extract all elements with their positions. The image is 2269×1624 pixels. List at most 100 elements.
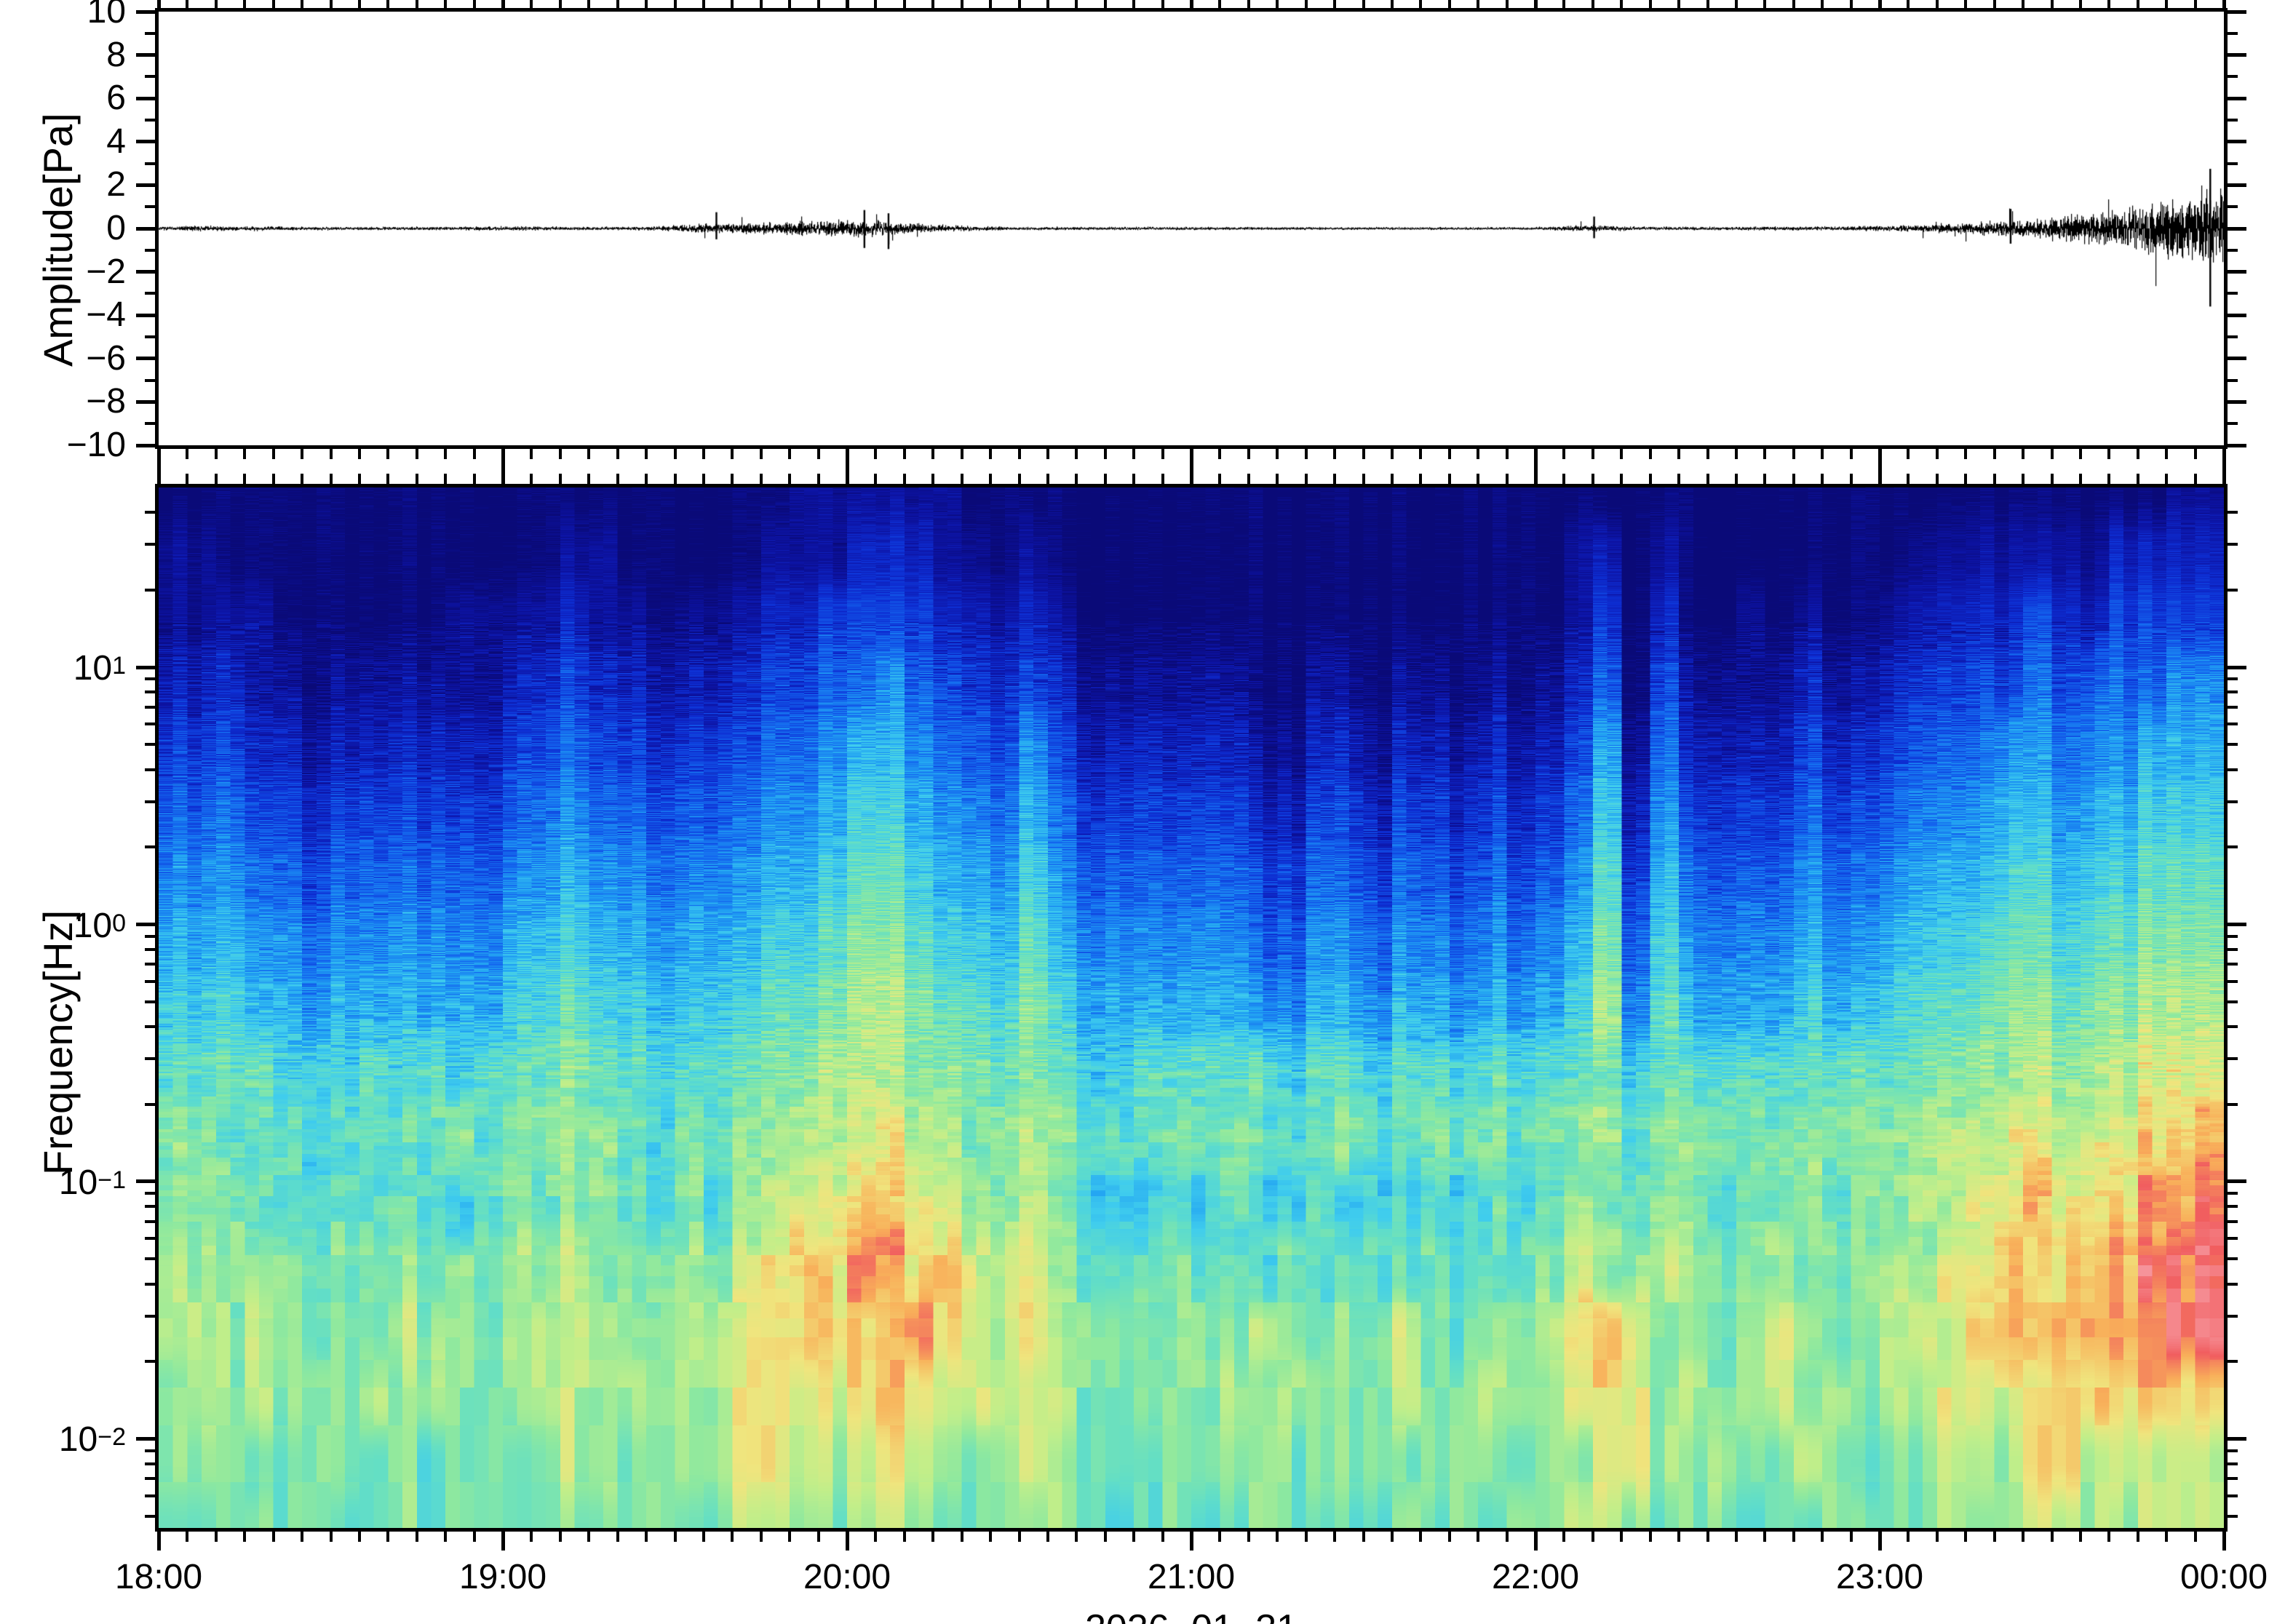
axis-tick — [1706, 474, 1709, 484]
axis-tick — [2078, 474, 2082, 484]
axis-tick — [301, 1532, 304, 1542]
axis-tick — [2228, 1257, 2238, 1261]
axis-tick — [1734, 0, 1738, 8]
axis-tick — [816, 474, 820, 484]
axis-tick — [329, 1532, 333, 1542]
axis-tick — [1964, 0, 1968, 8]
axis-tick — [214, 474, 218, 484]
axis-tick — [243, 0, 247, 8]
waveform-y-tick-label: −4 — [86, 295, 126, 335]
axis-tick — [558, 0, 562, 8]
axis-tick — [989, 0, 993, 8]
axis-tick — [2228, 1219, 2238, 1223]
axis-tick — [874, 0, 878, 8]
axis-tick — [1877, 465, 1882, 484]
axis-tick — [2228, 357, 2246, 361]
axis-tick — [2165, 1532, 2169, 1542]
axis-tick — [1362, 1532, 1365, 1542]
axis-tick — [1992, 1532, 1996, 1542]
axis-tick — [702, 1532, 705, 1542]
axis-tick — [1304, 449, 1308, 459]
axis-tick — [271, 474, 275, 484]
axis-tick — [357, 0, 361, 8]
axis-tick — [1276, 474, 1279, 484]
axis-tick — [2228, 1282, 2238, 1286]
axis-tick — [136, 399, 155, 404]
axis-tick — [329, 0, 333, 8]
axis-tick — [1620, 0, 1624, 8]
axis-tick — [989, 1532, 993, 1542]
axis-tick — [1362, 474, 1365, 484]
axis-tick — [136, 1436, 155, 1441]
axis-tick — [1505, 474, 1509, 484]
axis-tick — [145, 1462, 155, 1465]
axis-tick — [731, 449, 734, 459]
axis-tick — [145, 705, 155, 709]
axis-tick — [2228, 665, 2246, 669]
axis-tick — [156, 449, 161, 468]
axis-tick — [1333, 474, 1337, 484]
axis-tick — [444, 474, 448, 484]
axis-tick — [1505, 0, 1509, 8]
axis-tick — [645, 449, 648, 459]
axis-tick — [1792, 0, 1795, 8]
axis-tick — [145, 205, 155, 209]
axis-tick — [145, 31, 155, 35]
axis-tick — [136, 443, 155, 447]
axis-tick — [1046, 449, 1049, 459]
axis-tick — [1046, 474, 1049, 484]
axis-tick — [616, 0, 619, 8]
axis-tick — [1821, 449, 1824, 459]
axis-tick — [2136, 0, 2139, 8]
axis-tick — [1132, 474, 1136, 484]
axis-tick — [1763, 0, 1767, 8]
axis-tick — [788, 1532, 792, 1542]
axis-tick — [1849, 449, 1853, 459]
waveform-y-tick-label: −6 — [86, 338, 126, 378]
axis-tick — [145, 1000, 155, 1003]
axis-tick — [1706, 0, 1709, 8]
axis-tick — [2228, 947, 2238, 951]
axis-tick — [989, 474, 993, 484]
axis-tick — [145, 119, 155, 122]
axis-tick — [1763, 1532, 1767, 1542]
axis-tick — [1792, 1532, 1795, 1542]
axis-tick — [1247, 1532, 1250, 1542]
axis-tick — [788, 474, 792, 484]
axis-tick — [2193, 449, 2197, 459]
axis-tick — [145, 800, 155, 803]
axis-tick — [1390, 474, 1394, 484]
axis-tick — [1390, 449, 1394, 459]
axis-tick — [1103, 474, 1107, 484]
axis-tick — [558, 474, 562, 484]
axis-tick — [415, 449, 418, 459]
axis-tick — [301, 449, 304, 459]
axis-tick — [145, 248, 155, 252]
axis-tick — [1734, 449, 1738, 459]
axis-tick — [136, 183, 155, 187]
axis-tick — [156, 465, 161, 484]
axis-tick — [1132, 1532, 1136, 1542]
waveform-y-tick-label: 6 — [106, 79, 126, 118]
axis-tick — [145, 292, 155, 295]
axis-tick — [2228, 162, 2238, 165]
axis-tick — [2107, 474, 2111, 484]
spectrogram-y-tick-label: 101 — [73, 649, 126, 688]
axis-tick — [731, 0, 734, 8]
axis-tick — [1276, 1532, 1279, 1542]
axis-tick — [2050, 1532, 2054, 1542]
axis-tick — [2136, 449, 2139, 459]
axis-tick — [136, 923, 155, 926]
axis-tick — [2228, 690, 2238, 694]
axis-tick — [1677, 474, 1681, 484]
axis-tick — [1218, 1532, 1222, 1542]
axis-tick — [1132, 449, 1136, 459]
axis-tick — [845, 0, 849, 8]
axis-tick — [788, 449, 792, 459]
axis-tick — [1017, 474, 1021, 484]
axis-tick — [587, 0, 591, 8]
axis-tick — [2050, 0, 2054, 8]
axis-tick — [1161, 1532, 1164, 1542]
axis-tick — [2228, 705, 2238, 709]
axis-tick — [645, 474, 648, 484]
